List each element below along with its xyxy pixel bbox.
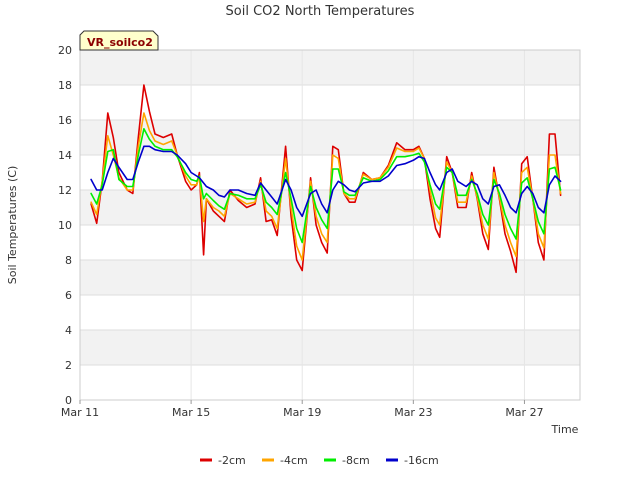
y-tick-label: 20 — [58, 44, 72, 57]
legend: -2cm -4cm -8cm -16cm — [200, 454, 439, 467]
plot-band — [80, 225, 580, 260]
plot-background-bands — [80, 50, 580, 400]
y-tick-label: 2 — [65, 359, 72, 372]
x-tick-labels: Mar 11 Mar 15 Mar 19 Mar 23 Mar 27 — [61, 400, 544, 419]
plot-band — [80, 365, 580, 400]
x-tick-label: Mar 19 — [283, 406, 321, 419]
y-tick-label: 8 — [65, 254, 72, 267]
legend-item: -8cm — [324, 454, 370, 467]
series-line-4cm — [90, 112, 562, 261]
legend-item: -16cm — [386, 454, 439, 467]
chart-title: Soil CO2 North Temperatures — [226, 4, 415, 19]
plot-band — [80, 85, 580, 120]
y-tick-label: 14 — [58, 149, 72, 162]
y-tick-label: 12 — [58, 184, 72, 197]
y-axis-label: Soil Temperatures (C) — [6, 166, 19, 285]
plot-band — [80, 330, 580, 365]
y-tick-label: 0 — [65, 394, 72, 407]
y-tick-labels: 0 2 4 6 8 10 12 14 16 18 20 — [58, 44, 72, 407]
x-tick-label: Mar 23 — [394, 406, 432, 419]
series-lines — [90, 84, 562, 274]
plot-band — [80, 295, 580, 330]
legend-label: -4cm — [280, 454, 308, 467]
y-tick-label: 18 — [58, 79, 72, 92]
legend-label: -16cm — [404, 454, 439, 467]
y-tick-label: 16 — [58, 114, 72, 127]
legend-item: -2cm — [200, 454, 246, 467]
x-tick-label: Mar 11 — [61, 406, 99, 419]
y-tick-label: 4 — [65, 324, 72, 337]
x-axis-label: Time — [551, 423, 579, 436]
tag-badge: VR_soilco2 — [79, 30, 159, 51]
plot-band — [80, 260, 580, 295]
legend-label: -8cm — [342, 454, 370, 467]
legend-item: -4cm — [262, 454, 308, 467]
x-tick-label: Mar 15 — [172, 406, 210, 419]
series-line-8cm — [90, 128, 562, 244]
tag-badge-box — [79, 30, 159, 51]
plot-frame — [79, 49, 581, 401]
tag-label: VR_soilco2 — [87, 36, 153, 49]
plot-band — [80, 50, 580, 85]
y-tick-label: 10 — [58, 219, 72, 232]
series-line-16cm — [90, 145, 562, 218]
y-tick-label: 6 — [65, 289, 72, 302]
legend-label: -2cm — [218, 454, 246, 467]
x-tick-label: Mar 27 — [505, 406, 543, 419]
